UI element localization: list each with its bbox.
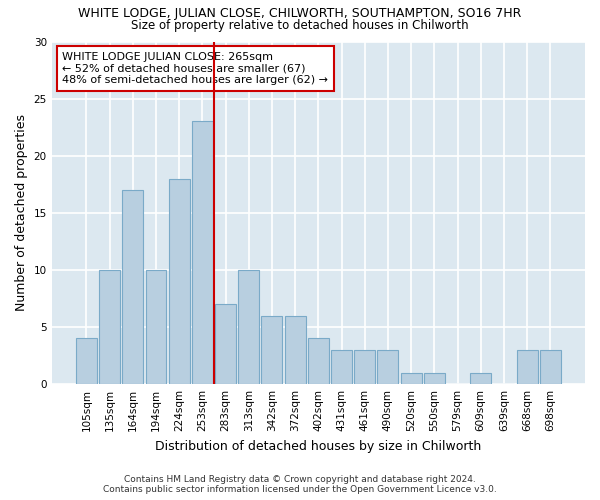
Bar — [401, 373, 422, 384]
Bar — [517, 350, 538, 384]
Bar — [238, 270, 259, 384]
Bar — [215, 304, 236, 384]
Bar — [99, 270, 120, 384]
Bar — [284, 316, 305, 384]
Bar — [146, 270, 166, 384]
Y-axis label: Number of detached properties: Number of detached properties — [15, 114, 28, 312]
Bar — [470, 373, 491, 384]
Text: WHITE LODGE, JULIAN CLOSE, CHILWORTH, SOUTHAMPTON, SO16 7HR: WHITE LODGE, JULIAN CLOSE, CHILWORTH, SO… — [79, 8, 521, 20]
Bar — [192, 122, 213, 384]
Bar — [169, 178, 190, 384]
X-axis label: Distribution of detached houses by size in Chilworth: Distribution of detached houses by size … — [155, 440, 481, 452]
Bar — [262, 316, 283, 384]
Bar — [76, 338, 97, 384]
Text: Contains HM Land Registry data © Crown copyright and database right 2024.
Contai: Contains HM Land Registry data © Crown c… — [103, 474, 497, 494]
Bar — [331, 350, 352, 384]
Bar — [540, 350, 561, 384]
Bar — [354, 350, 375, 384]
Bar — [308, 338, 329, 384]
Bar — [424, 373, 445, 384]
Bar — [122, 190, 143, 384]
Bar — [377, 350, 398, 384]
Text: Size of property relative to detached houses in Chilworth: Size of property relative to detached ho… — [131, 18, 469, 32]
Text: WHITE LODGE JULIAN CLOSE: 265sqm
← 52% of detached houses are smaller (67)
48% o: WHITE LODGE JULIAN CLOSE: 265sqm ← 52% o… — [62, 52, 328, 85]
